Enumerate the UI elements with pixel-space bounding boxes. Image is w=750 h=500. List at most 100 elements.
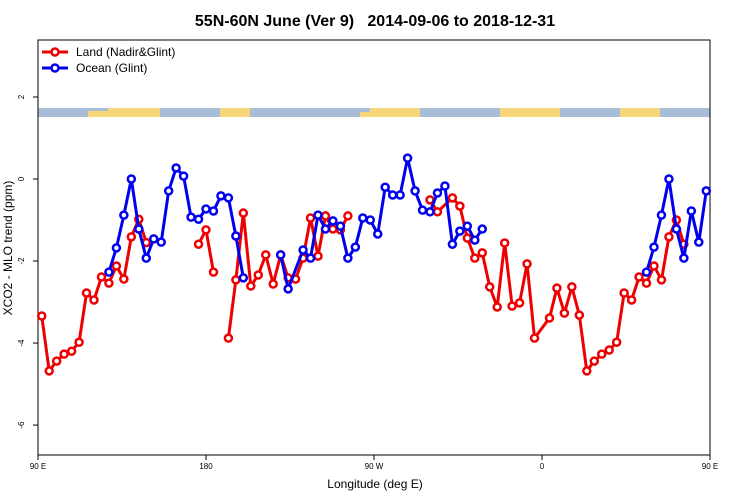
plot-frame [37, 39, 711, 456]
data-point [440, 181, 450, 191]
data-point [455, 201, 465, 211]
data-point [425, 207, 435, 217]
data-point [141, 253, 152, 263]
land-ocean-strip [38, 108, 710, 117]
data-point [567, 282, 577, 292]
y-tick-label: 0 [17, 176, 26, 181]
data-point [395, 190, 405, 200]
data-point [552, 283, 562, 293]
data-point [432, 207, 443, 217]
data-point [559, 308, 570, 318]
data-point [193, 214, 204, 224]
data-point [671, 224, 682, 234]
data-point [514, 298, 525, 308]
data-point [694, 237, 704, 247]
x-tick-label: 90 W [365, 462, 384, 471]
data-point [104, 278, 114, 288]
data-point [447, 193, 458, 203]
x-axis-label: Longitude (deg E) [327, 477, 422, 491]
data-point [126, 174, 137, 184]
data-point [470, 253, 480, 263]
data-point [589, 356, 600, 366]
data-point [148, 234, 159, 244]
data-point [238, 208, 249, 218]
data-point [679, 253, 689, 263]
data-point [171, 163, 181, 173]
chart-title: 55N-60N June (Ver 9) 2014-09-06 to 2018-… [195, 13, 555, 30]
data-point [156, 237, 166, 247]
data-point [305, 253, 316, 263]
legend-label: Land (Nadir&Glint) [76, 45, 175, 59]
data-point [686, 206, 697, 216]
data-point [462, 233, 473, 243]
data-point [305, 213, 316, 223]
data-point [529, 333, 540, 343]
data-point [664, 174, 674, 184]
data-point [447, 239, 458, 249]
data-point [59, 349, 69, 359]
data-point [283, 284, 293, 294]
data-point [66, 346, 77, 356]
data-point [484, 282, 495, 292]
data-point [268, 279, 278, 289]
data-point [470, 235, 480, 245]
data-point [522, 259, 532, 269]
data-point [320, 224, 331, 234]
data-point [216, 191, 226, 201]
data-point [507, 301, 517, 311]
data-point [89, 295, 99, 305]
data-point [432, 188, 443, 198]
legend-label: Ocean (Glint) [76, 61, 147, 75]
data-point [365, 215, 376, 225]
y-tick-label: -6 [17, 421, 26, 429]
data-point [193, 239, 204, 249]
data-point [596, 349, 607, 359]
data-point [410, 186, 420, 196]
data-point [313, 210, 323, 220]
y-tick-label: -2 [17, 257, 26, 265]
data-point [402, 153, 413, 163]
data-point [328, 216, 338, 226]
data-point [223, 333, 234, 343]
data-point [417, 205, 428, 215]
data-point [477, 248, 488, 258]
data-point [81, 288, 92, 298]
data-point [664, 232, 674, 242]
x-tick-label: 0 [540, 462, 545, 471]
data-point [499, 238, 510, 248]
data-point [387, 190, 398, 200]
data-point [619, 288, 629, 298]
data-point [335, 221, 346, 231]
data-point [208, 206, 219, 216]
data-point [477, 224, 488, 234]
data-point [641, 267, 652, 277]
data-point [343, 211, 353, 221]
data-point [178, 171, 189, 181]
series-line [197, 225, 215, 273]
data-point [372, 229, 383, 239]
data-point [104, 267, 114, 277]
data-point [343, 253, 353, 263]
data-point [492, 302, 502, 312]
data-point [611, 337, 622, 347]
data-point [111, 261, 122, 271]
x-tick-label: 90 E [30, 462, 46, 471]
data-point [350, 242, 361, 252]
legend-marker [50, 47, 60, 57]
data-point [111, 243, 122, 253]
data-point [626, 295, 637, 305]
data-point [231, 231, 241, 241]
data-point [51, 356, 62, 366]
data-point [298, 245, 308, 255]
series-line [107, 165, 245, 279]
data-point [641, 278, 652, 288]
y-tick-label: -4 [17, 339, 26, 347]
data-point [455, 226, 465, 236]
data-point [253, 270, 264, 280]
data-point [701, 186, 712, 196]
data-point [380, 182, 390, 192]
data-point [74, 337, 84, 347]
data-point [649, 261, 659, 271]
data-point [186, 212, 196, 222]
